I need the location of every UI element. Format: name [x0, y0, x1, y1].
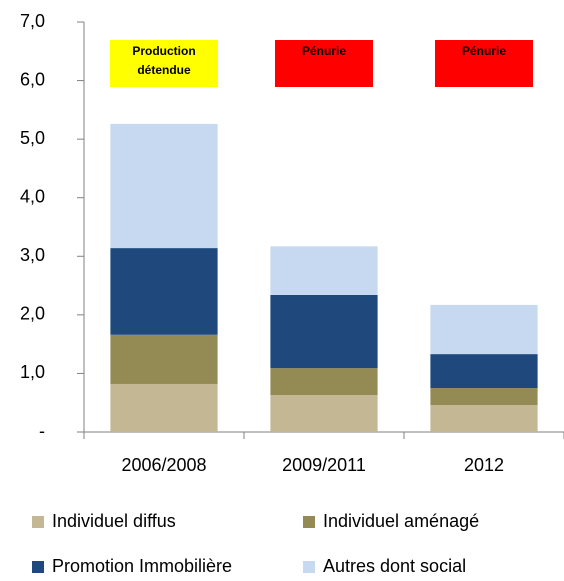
bar-segment	[110, 383, 218, 432]
bar-segment	[430, 304, 538, 355]
legend-label: Promotion Immobilière	[52, 556, 232, 576]
legend-label: Autres dont social	[323, 556, 466, 576]
annotation: Pénurie	[302, 44, 346, 58]
bar-segment	[430, 354, 538, 389]
x-tick-label: 2006/2008	[121, 455, 206, 475]
bar-segment	[270, 368, 378, 396]
bar-segment	[270, 395, 378, 432]
y-tick-label: 3,0	[20, 245, 45, 265]
legend-label: Individuel aménagé	[323, 511, 479, 531]
annotation-box	[275, 40, 373, 87]
legend-swatch	[303, 516, 315, 528]
legend-swatch	[303, 561, 315, 573]
bar-segment	[110, 248, 218, 335]
legend-swatch	[32, 516, 44, 528]
y-tick-label: 7,0	[20, 11, 45, 31]
bar-segment	[110, 334, 218, 384]
y-tick-label: 4,0	[20, 186, 45, 206]
y-tick-label: 1,0	[20, 362, 45, 382]
y-tick-label: -	[39, 421, 45, 441]
legend-label: Individuel diffus	[52, 511, 176, 531]
x-tick-label: 2009/2011	[282, 455, 366, 475]
y-tick-label: 5,0	[20, 128, 45, 148]
annotation: Production détendue	[132, 44, 195, 77]
bar-segment	[430, 405, 538, 432]
legend-swatch	[32, 561, 44, 573]
annotation-box	[110, 40, 218, 87]
annotation: Pénurie	[462, 44, 506, 58]
x-tick-label: 2012	[464, 455, 504, 475]
bar-segment	[270, 246, 378, 295]
y-tick-label: 2,0	[20, 304, 45, 324]
annotation-box	[435, 40, 533, 87]
y-tick-label: 6,0	[20, 69, 45, 89]
bar-segment	[110, 123, 218, 249]
bar-segment	[270, 294, 378, 369]
bar-segment	[430, 388, 538, 406]
